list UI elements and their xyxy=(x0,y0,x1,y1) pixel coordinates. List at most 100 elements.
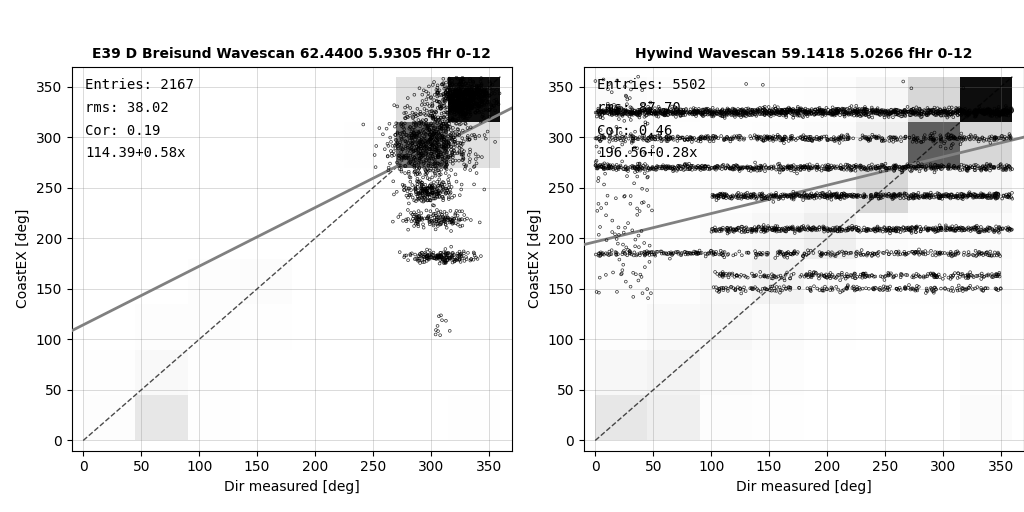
Point xyxy=(887,162,903,170)
Point xyxy=(434,193,451,201)
Point xyxy=(774,135,791,143)
Point xyxy=(950,192,967,200)
Point xyxy=(987,110,1004,118)
Point xyxy=(633,273,649,281)
Point xyxy=(733,163,750,172)
Point xyxy=(457,98,473,106)
Point xyxy=(644,206,660,215)
Point xyxy=(870,110,887,118)
Point xyxy=(396,253,413,261)
Point xyxy=(440,193,457,201)
Point xyxy=(955,136,972,144)
Point xyxy=(734,112,751,120)
Point xyxy=(459,90,475,98)
Point xyxy=(839,109,855,117)
Point xyxy=(665,250,681,258)
Point xyxy=(760,135,776,143)
Point xyxy=(445,103,462,112)
Point xyxy=(470,84,486,93)
Point xyxy=(895,77,911,86)
Point xyxy=(467,90,483,98)
Point xyxy=(593,108,609,116)
Point xyxy=(815,224,831,232)
Point xyxy=(958,108,975,116)
Point xyxy=(804,193,820,201)
Point xyxy=(433,311,450,319)
Point xyxy=(465,96,481,104)
Point xyxy=(616,134,633,142)
Point xyxy=(416,188,432,196)
Point xyxy=(949,224,966,232)
Point xyxy=(446,251,463,259)
Point xyxy=(760,133,776,141)
Point xyxy=(806,191,822,200)
Point xyxy=(451,251,467,259)
Point xyxy=(894,110,910,118)
Point xyxy=(802,106,818,115)
Point xyxy=(622,249,638,258)
Point xyxy=(454,104,470,112)
Point xyxy=(443,249,460,258)
Point xyxy=(475,114,492,122)
Point xyxy=(425,131,441,139)
Point xyxy=(839,284,855,292)
Point xyxy=(793,165,809,174)
Point xyxy=(426,124,442,133)
Point xyxy=(904,194,921,202)
Point xyxy=(776,109,793,117)
Point xyxy=(666,163,682,172)
Point xyxy=(446,108,463,116)
Point xyxy=(795,108,811,116)
Point xyxy=(940,134,956,142)
Point xyxy=(468,92,484,100)
Point xyxy=(425,131,441,139)
Point xyxy=(888,248,904,256)
Point xyxy=(871,107,888,115)
Point xyxy=(1002,135,1019,143)
Point xyxy=(711,288,727,296)
Point xyxy=(467,91,483,99)
Point xyxy=(743,225,760,233)
Point xyxy=(903,111,920,119)
Point xyxy=(995,108,1012,116)
Point xyxy=(948,105,965,114)
Point xyxy=(857,110,873,118)
Point xyxy=(413,251,429,260)
Point xyxy=(788,108,805,116)
Point xyxy=(840,272,856,281)
Point xyxy=(677,161,693,169)
Point xyxy=(426,130,442,138)
Point xyxy=(734,165,751,173)
Point xyxy=(882,227,898,235)
Point xyxy=(416,182,432,190)
Point xyxy=(867,162,884,170)
Point xyxy=(426,130,442,138)
Point xyxy=(954,191,971,200)
Point xyxy=(793,104,809,112)
Point xyxy=(439,214,456,222)
Point xyxy=(706,248,722,256)
Point xyxy=(439,249,456,258)
Point xyxy=(867,133,884,141)
Point xyxy=(873,137,890,145)
Point xyxy=(828,109,845,117)
Point xyxy=(453,90,469,98)
Point xyxy=(609,135,626,143)
Point xyxy=(867,284,884,292)
Point xyxy=(739,227,756,236)
Point xyxy=(847,163,863,171)
Point xyxy=(427,186,443,194)
Point xyxy=(719,224,735,232)
Point xyxy=(629,144,645,153)
Point xyxy=(457,104,473,113)
Point xyxy=(859,225,876,233)
Point xyxy=(391,141,408,149)
Point xyxy=(455,108,471,116)
Point xyxy=(596,159,612,167)
Point xyxy=(850,226,866,234)
Point xyxy=(689,248,706,257)
Point xyxy=(407,111,423,119)
Point xyxy=(639,249,655,258)
Point xyxy=(799,161,815,169)
Point xyxy=(420,253,436,262)
